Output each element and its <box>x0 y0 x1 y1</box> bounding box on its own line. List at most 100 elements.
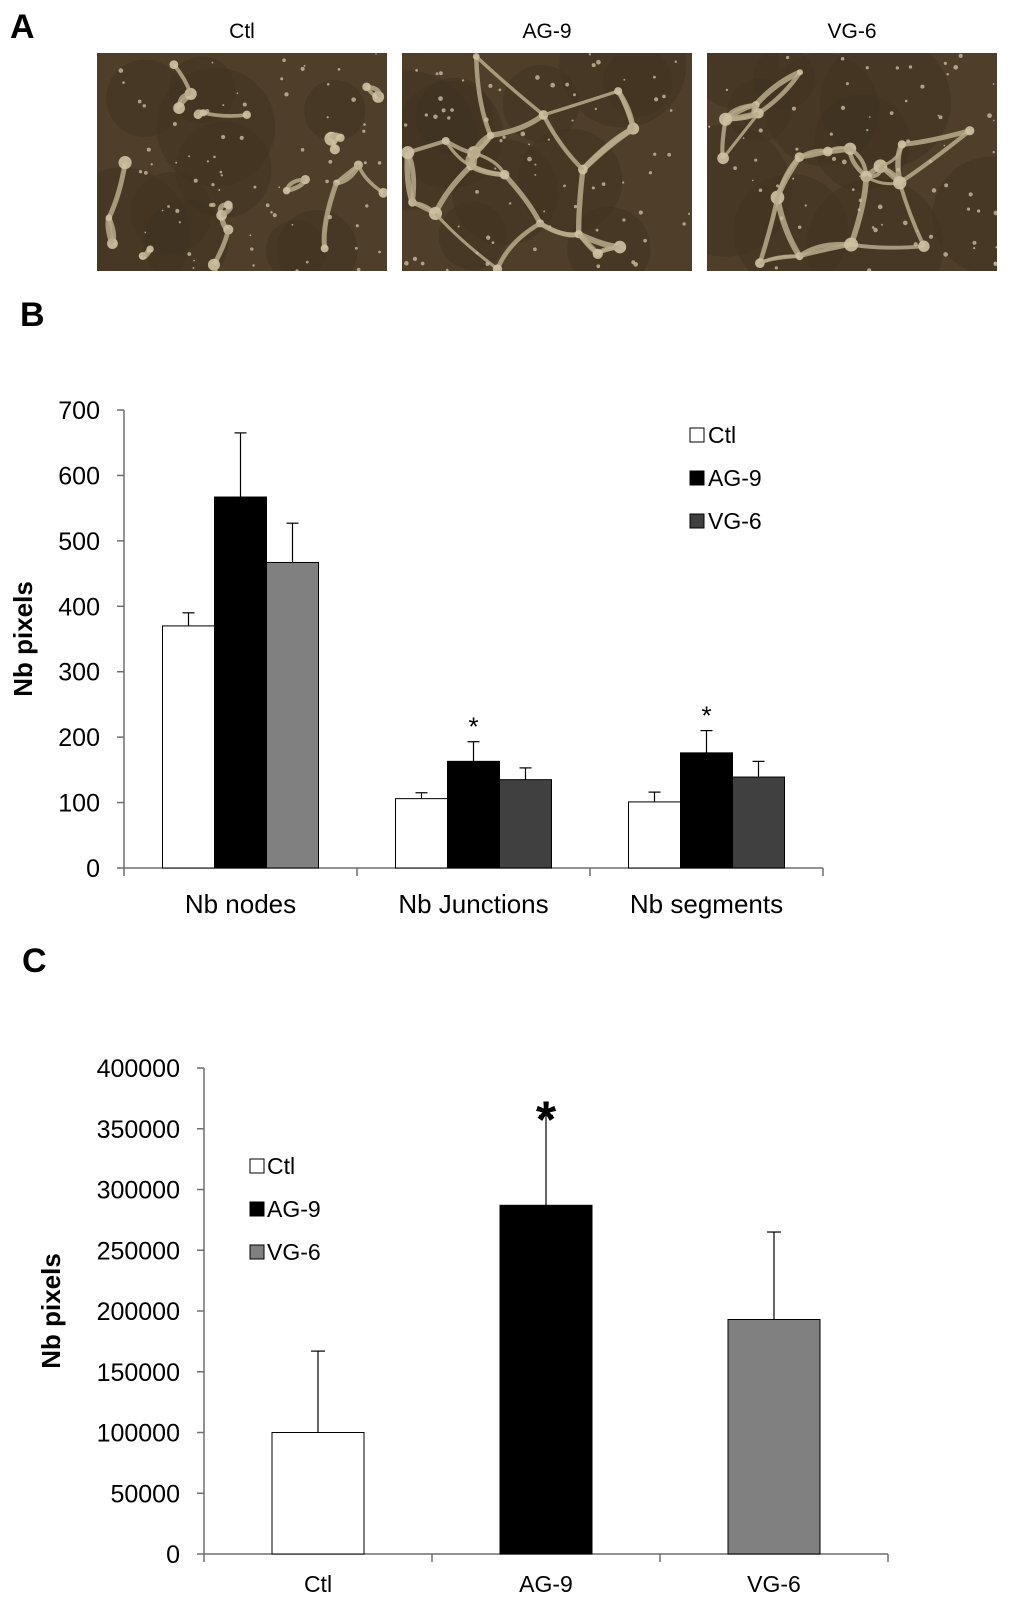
micrograph-cell <box>326 82 330 86</box>
micrograph-cell <box>188 155 191 158</box>
micrograph-shade <box>304 79 366 142</box>
micrograph-cell <box>648 171 653 175</box>
bar-ag-9-nb-nodes <box>214 496 267 869</box>
micrograph-cell <box>573 204 578 209</box>
bar-ctl-nb-junctions <box>395 798 448 869</box>
legend-swatch-ctl <box>249 1158 265 1174</box>
micrograph-cell-cluster <box>614 87 623 96</box>
micrograph-cell <box>851 188 855 191</box>
bar-ag-9 <box>499 1204 593 1555</box>
micrograph-network <box>402 53 640 271</box>
micrograph-cell-cluster <box>719 112 733 126</box>
micrograph-cell <box>993 261 997 265</box>
micrograph-cell <box>928 234 934 239</box>
micrograph-cell <box>192 267 195 269</box>
micrograph-cell <box>708 125 711 128</box>
micrograph-cell <box>662 94 666 99</box>
micrograph-cell <box>143 170 148 175</box>
micrograph-cell <box>354 246 358 250</box>
micrograph-cell <box>831 156 837 162</box>
legend-swatch-vg-6 <box>689 513 705 529</box>
micrograph-cell <box>365 204 369 208</box>
micrograph-network <box>105 60 387 271</box>
micrograph-cell <box>776 184 780 188</box>
micrograph-cell <box>404 261 409 266</box>
micrograph-cell <box>378 250 381 254</box>
micrograph-cell <box>725 88 729 92</box>
micrograph-tube <box>753 69 802 107</box>
legend-swatch-ag-9 <box>689 470 705 486</box>
micrograph-cell <box>278 186 281 189</box>
micrograph-tube <box>502 172 543 225</box>
bar-ctl-nb-nodes <box>162 625 215 869</box>
micrograph-cell <box>193 259 195 262</box>
y-tick-label-700: 700 <box>58 397 100 425</box>
micrograph-cell <box>204 108 210 114</box>
micrograph-cell <box>865 66 869 70</box>
y-tick-label-250000: 250000 <box>97 1237 180 1265</box>
micrograph-cell <box>774 266 779 270</box>
micrograph-cell <box>992 119 995 122</box>
y-tick-label-200000: 200000 <box>97 1298 180 1326</box>
significance-mark-nb-junctions: * <box>468 712 478 742</box>
micrograph-cell <box>594 107 597 111</box>
micrograph-cell-cluster <box>492 264 503 271</box>
micrograph-cell-cluster <box>844 237 859 252</box>
micrograph-cell <box>534 163 537 166</box>
micrograph-cell <box>643 238 647 243</box>
micrograph-cell <box>146 147 151 152</box>
y-tick-label-600: 600 <box>58 462 100 490</box>
micrograph-cell <box>795 147 799 151</box>
micrograph-cell <box>420 261 425 266</box>
micrograph-cell <box>295 269 299 271</box>
micrograph-cell <box>178 221 181 224</box>
micrograph-cell <box>475 251 479 255</box>
micrograph-cell-cluster <box>336 133 345 142</box>
micrograph-cell <box>303 64 306 67</box>
micrograph-cell <box>351 97 356 102</box>
micrograph-cell <box>593 250 598 255</box>
micrograph-cell <box>653 152 657 156</box>
micrograph-cell <box>187 252 192 256</box>
chart-b: 0 100 200 300 400 500 600 700 Nb pixels Nb nodes *… <box>8 397 824 919</box>
micrograph-cell <box>913 242 918 247</box>
micrograph-cell <box>804 204 807 207</box>
micrograph-cell <box>596 264 601 269</box>
micrograph-cell <box>674 60 678 63</box>
micrograph-label-ag9: AG-9 <box>522 20 572 43</box>
micrograph-cell <box>218 189 221 192</box>
micrograph-cell <box>138 170 143 174</box>
micrograph-cell <box>375 53 377 55</box>
micrograph-cell <box>122 81 125 84</box>
micrograph-cell <box>873 227 878 233</box>
bar-ctl <box>271 1432 365 1555</box>
micrograph-network <box>717 69 975 268</box>
bar-ag-9-nb-junctions <box>447 760 500 869</box>
micrograph-cell-cluster <box>472 53 480 60</box>
micrograph-cell <box>208 203 213 208</box>
micrograph-tube <box>475 55 545 117</box>
micrograph-cell-cluster <box>146 245 154 253</box>
micrograph-cell <box>486 235 491 240</box>
micrograph-cell <box>785 55 790 60</box>
micrograph-cell <box>751 179 754 182</box>
y-tick-label-350000: 350000 <box>97 1116 180 1144</box>
micrograph-cell <box>896 167 900 172</box>
micrograph-cell <box>270 211 273 214</box>
micrograph-cell-cluster <box>105 214 113 222</box>
micrograph-cell <box>565 82 570 87</box>
micrograph-cell <box>211 61 214 64</box>
micrograph-cell <box>995 246 997 249</box>
micrograph-cell <box>895 66 900 70</box>
bar-vg-6-nb-junctions <box>499 779 552 869</box>
micrograph-cell <box>631 260 636 265</box>
micrograph-cell <box>550 82 556 88</box>
micrograph-cell <box>535 75 540 80</box>
micrograph-cell <box>300 66 305 71</box>
micrograph-cell <box>682 222 686 226</box>
micrograph-cell-cluster <box>402 146 415 160</box>
micrograph-cell <box>920 84 925 89</box>
micrograph-cell <box>944 183 949 188</box>
micrograph-cell <box>987 113 992 119</box>
micrograph-cell <box>797 225 802 229</box>
